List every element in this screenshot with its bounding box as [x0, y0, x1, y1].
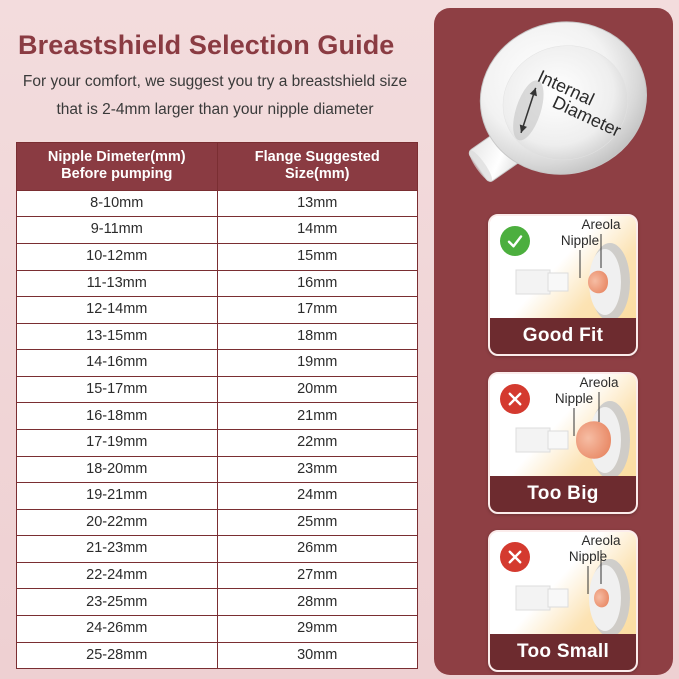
- svg-text:Areola: Areola: [581, 217, 621, 232]
- svg-text:Areola: Areola: [579, 375, 619, 390]
- svg-text:Areola: Areola: [581, 533, 621, 548]
- svg-text:Nipple: Nipple: [561, 233, 599, 248]
- svg-text:Nipple: Nipple: [555, 391, 593, 406]
